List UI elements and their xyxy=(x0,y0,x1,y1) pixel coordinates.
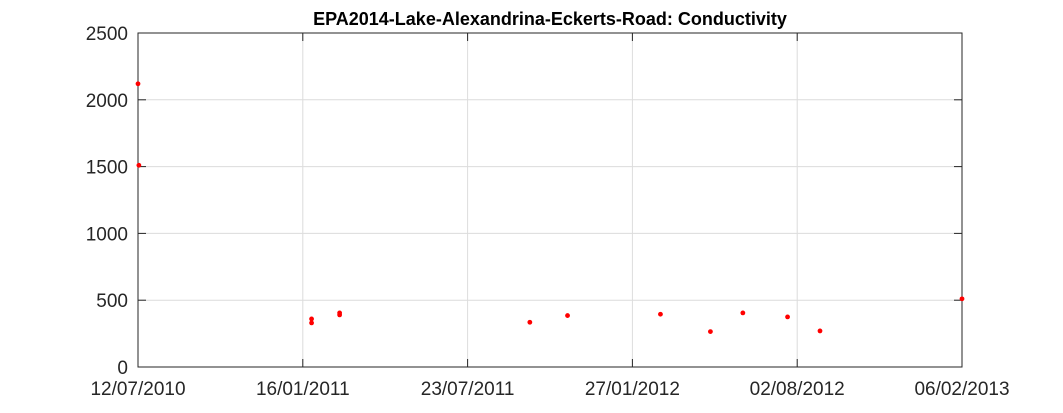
data-point xyxy=(740,310,746,316)
data-point xyxy=(658,311,663,317)
axis-ticks: 12/07/2010 16/01/2011 23/07/2011 27/01/2012… xyxy=(86,24,1010,400)
x-tick-label: 06/02/2013 xyxy=(914,379,1009,400)
x-tick-label: 16/01/2011 xyxy=(256,379,350,400)
data-point xyxy=(527,319,533,325)
data-point xyxy=(135,81,141,87)
y-tick-label: 2000 xyxy=(86,91,128,112)
data-point xyxy=(959,296,965,302)
y-tick-label: 1000 xyxy=(86,224,128,245)
data-point xyxy=(337,312,343,318)
grid-lines xyxy=(138,33,962,367)
y-tick-label: 500 xyxy=(96,291,128,312)
x-tick-label: 12/07/2010 xyxy=(90,379,185,400)
data-point xyxy=(785,314,790,320)
y-tick-label: 2500 xyxy=(86,24,128,45)
x-tick-label: 27/01/2012 xyxy=(585,379,680,400)
y-tick-label: 1500 xyxy=(86,158,128,179)
x-tick-label: 02/08/2012 xyxy=(750,379,845,400)
data-point xyxy=(309,316,314,322)
data-point xyxy=(136,162,142,168)
data-point xyxy=(708,329,713,334)
x-tick-label: 23/07/2011 xyxy=(421,379,515,400)
y-tick-label: 0 xyxy=(117,358,128,379)
plot-area-frame xyxy=(137,32,963,368)
data-points xyxy=(135,81,965,334)
data-point xyxy=(817,328,823,334)
chart-title: EPA2014-Lake-Alexandrina-Eckerts-Road: C… xyxy=(313,9,787,29)
data-point xyxy=(309,320,314,326)
data-point xyxy=(565,313,570,318)
